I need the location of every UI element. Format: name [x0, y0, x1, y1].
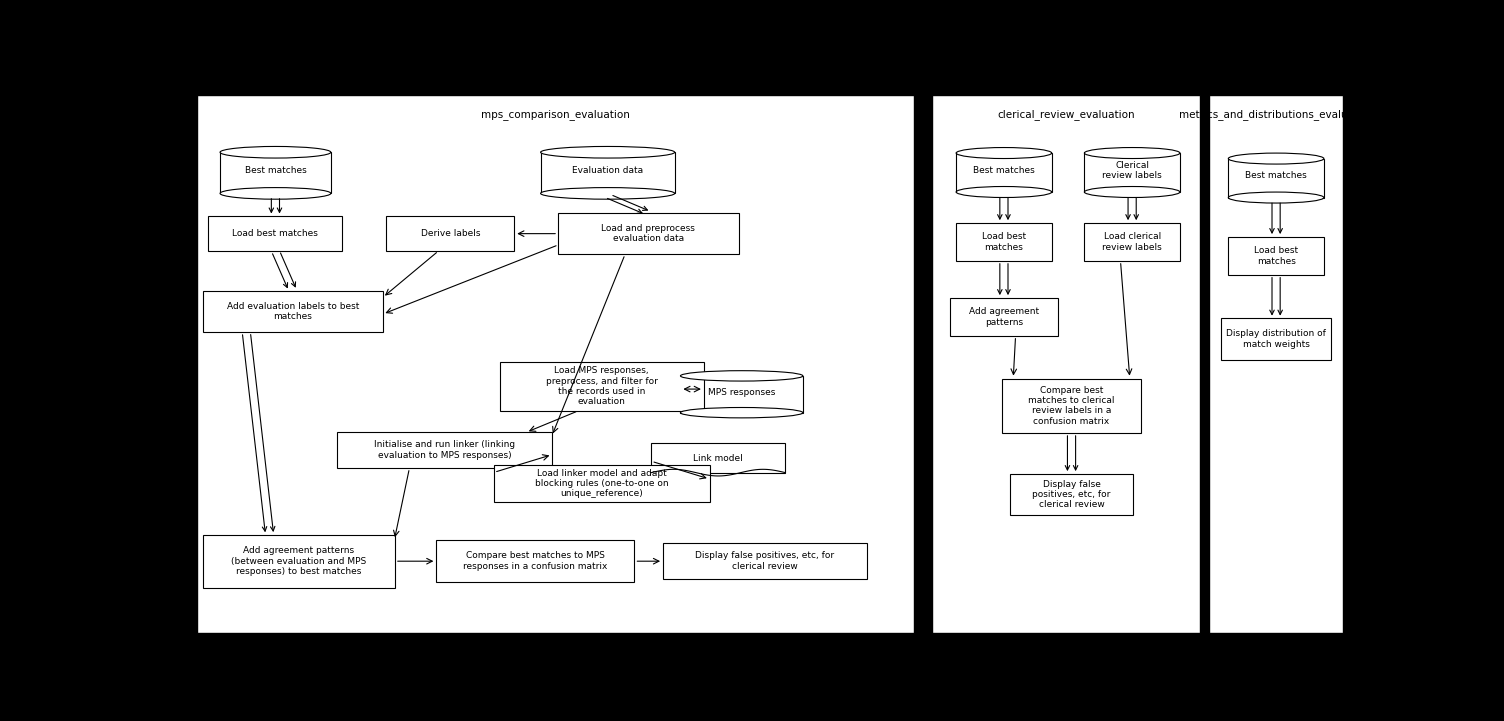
Text: Derive labels: Derive labels	[421, 229, 480, 238]
Text: Load clerical
review labels: Load clerical review labels	[1102, 232, 1163, 252]
FancyBboxPatch shape	[436, 540, 635, 582]
Text: Load best
matches: Load best matches	[1254, 246, 1298, 265]
FancyBboxPatch shape	[499, 362, 704, 411]
Text: Best matches: Best matches	[245, 166, 307, 175]
Text: Display distribution of
match weights: Display distribution of match weights	[1226, 329, 1327, 349]
Text: Clerical
review labels: Clerical review labels	[1102, 161, 1163, 180]
FancyBboxPatch shape	[493, 464, 710, 503]
FancyBboxPatch shape	[203, 291, 384, 332]
Text: Display false
positives, etc, for
clerical review: Display false positives, etc, for cleric…	[1032, 479, 1111, 510]
Text: MPS responses: MPS responses	[708, 388, 776, 397]
FancyBboxPatch shape	[197, 95, 914, 633]
Ellipse shape	[540, 187, 675, 199]
FancyBboxPatch shape	[1084, 223, 1181, 261]
FancyBboxPatch shape	[1084, 153, 1181, 192]
Ellipse shape	[540, 146, 675, 158]
FancyBboxPatch shape	[1002, 379, 1142, 433]
FancyBboxPatch shape	[1221, 318, 1331, 360]
Ellipse shape	[220, 146, 331, 158]
Text: Load MPS responses,
preprocess, and filter for
the records used in
evaluation: Load MPS responses, preprocess, and filt…	[546, 366, 657, 407]
Text: Compare best matches to MPS
responses in a confusion matrix: Compare best matches to MPS responses in…	[463, 552, 608, 571]
Ellipse shape	[220, 187, 331, 199]
Ellipse shape	[680, 371, 803, 381]
Text: Load best matches: Load best matches	[233, 229, 319, 238]
FancyBboxPatch shape	[558, 213, 738, 255]
FancyBboxPatch shape	[957, 153, 1051, 192]
FancyBboxPatch shape	[931, 95, 1200, 633]
FancyBboxPatch shape	[220, 152, 331, 193]
FancyBboxPatch shape	[680, 376, 803, 412]
Text: Best matches: Best matches	[973, 166, 1035, 174]
FancyBboxPatch shape	[337, 432, 552, 468]
Ellipse shape	[1229, 192, 1324, 203]
FancyBboxPatch shape	[1229, 237, 1324, 275]
FancyBboxPatch shape	[540, 152, 675, 193]
FancyBboxPatch shape	[957, 223, 1051, 261]
FancyBboxPatch shape	[1229, 159, 1324, 198]
Ellipse shape	[1084, 148, 1181, 159]
Ellipse shape	[1229, 153, 1324, 164]
FancyBboxPatch shape	[651, 443, 785, 473]
Ellipse shape	[957, 187, 1051, 198]
Text: Add evaluation labels to best
matches: Add evaluation labels to best matches	[227, 301, 359, 321]
Text: Load best
matches: Load best matches	[982, 232, 1026, 252]
Text: Best matches: Best matches	[1245, 172, 1307, 180]
Ellipse shape	[1084, 187, 1181, 198]
Ellipse shape	[680, 407, 803, 418]
Text: Add agreement
patterns: Add agreement patterns	[969, 307, 1039, 327]
Text: Compare best
matches to clerical
review labels in a
confusion matrix: Compare best matches to clerical review …	[1029, 386, 1114, 426]
Text: metrics_and_distributions_evaluation: metrics_and_distributions_evaluation	[1179, 109, 1373, 120]
Text: Load linker model and adapt
blocking rules (one-to-one on
unique_reference): Load linker model and adapt blocking rul…	[535, 469, 669, 498]
Text: clerical_review_evaluation: clerical_review_evaluation	[997, 109, 1134, 120]
FancyBboxPatch shape	[951, 298, 1057, 336]
FancyBboxPatch shape	[203, 535, 396, 588]
Text: Load and preprocess
evaluation data: Load and preprocess evaluation data	[602, 224, 695, 244]
Text: Display false positives, etc, for
clerical review: Display false positives, etc, for cleric…	[695, 552, 835, 571]
FancyBboxPatch shape	[387, 216, 514, 251]
FancyBboxPatch shape	[1209, 95, 1343, 633]
Text: Add agreement patterns
(between evaluation and MPS
responses) to best matches: Add agreement patterns (between evaluati…	[232, 547, 367, 576]
Text: Initialise and run linker (linking
evaluation to MPS responses): Initialise and run linker (linking evalu…	[374, 441, 514, 460]
Ellipse shape	[957, 148, 1051, 159]
FancyBboxPatch shape	[663, 543, 866, 579]
Text: Link model: Link model	[693, 454, 743, 463]
Text: Evaluation data: Evaluation data	[572, 166, 644, 175]
FancyBboxPatch shape	[1011, 474, 1133, 516]
FancyBboxPatch shape	[209, 216, 343, 251]
Text: mps_comparison_evaluation: mps_comparison_evaluation	[481, 109, 630, 120]
